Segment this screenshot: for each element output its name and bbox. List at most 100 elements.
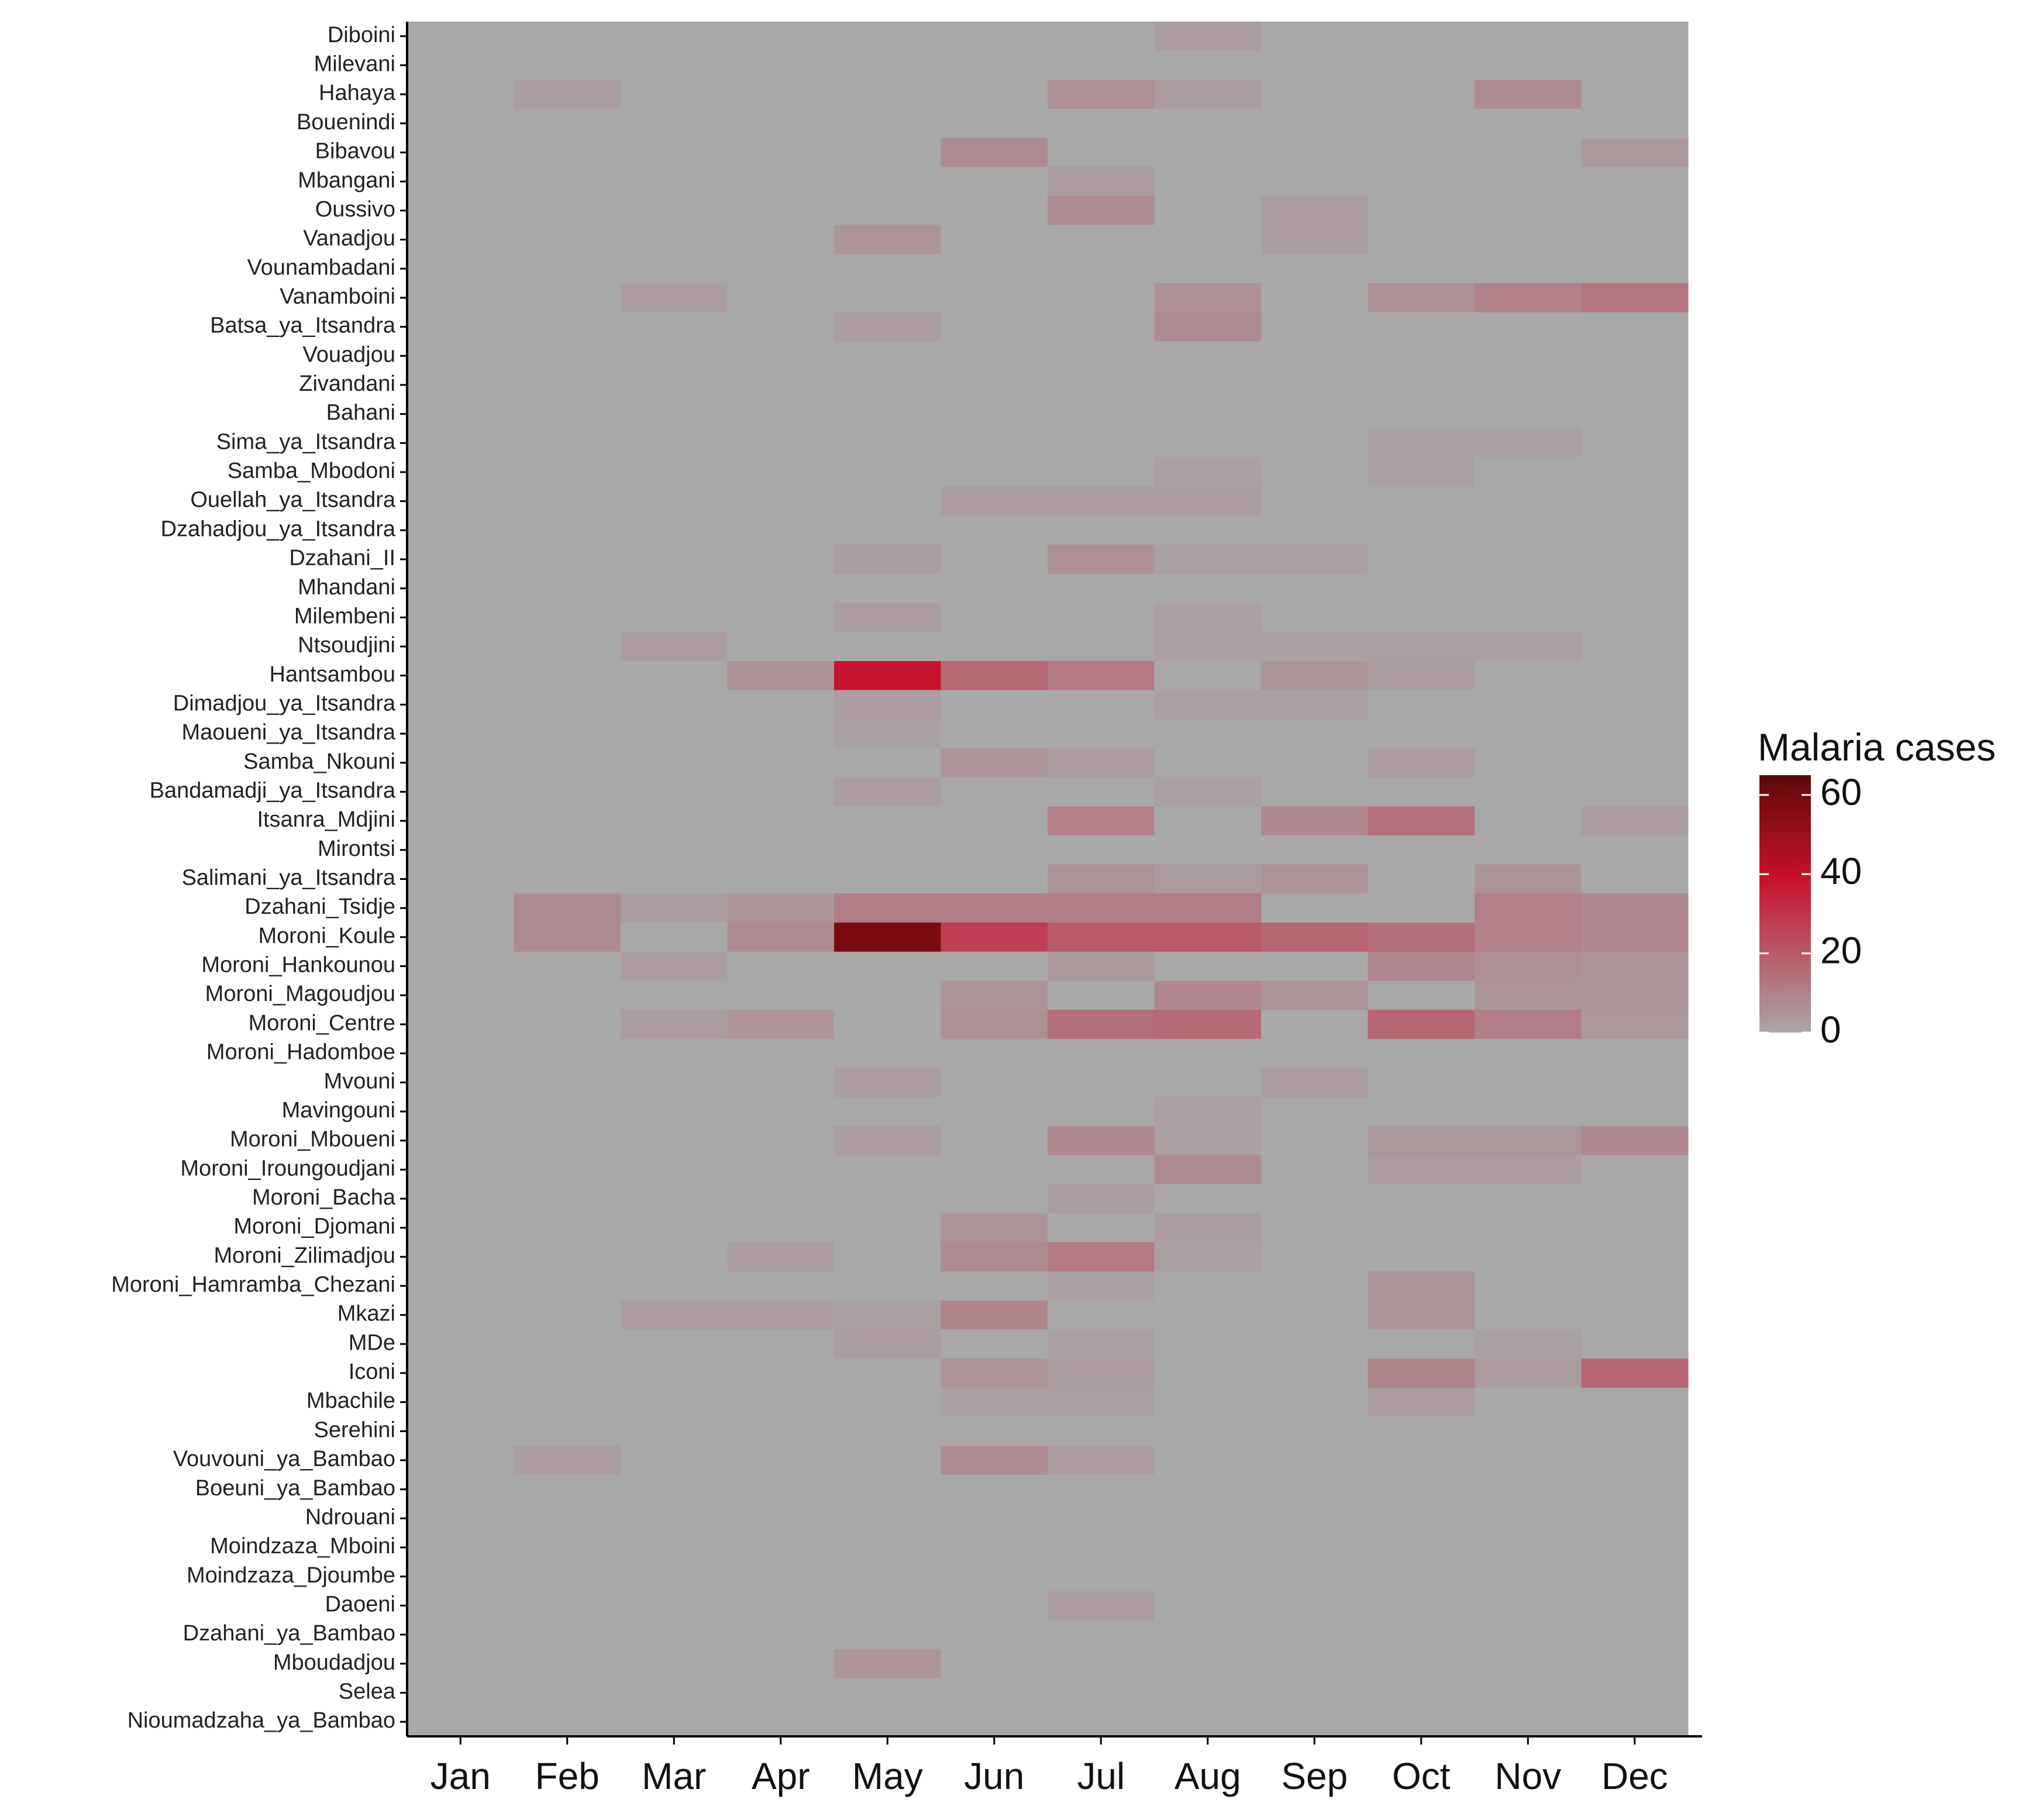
heatmap-cell <box>1475 690 1582 720</box>
heatmap-cell <box>1261 835 1369 865</box>
heatmap-cell <box>1368 1242 1475 1272</box>
heatmap-cell <box>621 312 728 342</box>
heatmap-cell <box>407 893 515 923</box>
y-tick-label: Boeuni_ya_Bambao <box>195 1476 395 1501</box>
heatmap-cell <box>1581 660 1689 691</box>
heatmap-cell <box>1475 1504 1582 1533</box>
heatmap-cell <box>834 603 942 632</box>
y-tick-label: Moroni_Zilimadjou <box>214 1243 395 1268</box>
y-tick-label: Bibavou <box>315 139 395 164</box>
heatmap-cell <box>514 545 621 574</box>
heatmap-cell <box>514 1155 621 1185</box>
heatmap-cell <box>834 22 942 51</box>
heatmap-cell <box>1368 1155 1475 1185</box>
heatmap-cell <box>1154 283 1262 313</box>
heatmap-cell <box>621 1038 728 1069</box>
heatmap-cell <box>621 80 728 109</box>
heatmap-cell <box>514 370 621 400</box>
heatmap-cell <box>941 1358 1048 1388</box>
heatmap-cell <box>1154 1038 1262 1069</box>
heatmap-cell <box>1154 1591 1262 1621</box>
heatmap-cell <box>1581 312 1689 342</box>
heatmap-cell <box>407 632 515 662</box>
heatmap-cell <box>941 370 1048 400</box>
heatmap-cell <box>941 690 1048 720</box>
heatmap-cell <box>514 719 621 749</box>
heatmap-cell <box>1368 893 1475 923</box>
heatmap-cell <box>514 1591 621 1621</box>
heatmap-cell <box>1261 1184 1369 1214</box>
heatmap-cell <box>1261 137 1369 167</box>
heatmap-cell <box>621 457 728 487</box>
heatmap-cell <box>1154 719 1262 749</box>
heatmap-cell <box>1581 1591 1689 1621</box>
heatmap-cell <box>727 893 835 923</box>
y-tick-label: Dzahadjou_ya_Itsandra <box>161 517 396 541</box>
heatmap-cell <box>407 50 515 80</box>
y-tick-label: Moroni_Magoudjou <box>205 982 395 1006</box>
heatmap-cell <box>1048 1678 1155 1708</box>
heatmap-cell <box>1368 1300 1475 1330</box>
heatmap-cell <box>1475 370 1582 400</box>
heatmap-cell <box>727 80 835 109</box>
heatmap-cell <box>1048 1591 1155 1621</box>
y-tick-label: Mbachile <box>306 1389 395 1413</box>
heatmap-cell <box>407 1620 515 1650</box>
heatmap-cell <box>1261 22 1369 51</box>
heatmap-cell <box>941 254 1048 284</box>
heatmap-cell <box>514 1271 621 1301</box>
y-tick-label: Nioumadzaha_ya_Bambao <box>128 1708 395 1733</box>
x-tick-label: Mar <box>642 1755 706 1797</box>
heatmap-cell <box>407 1126 515 1156</box>
heatmap-cell <box>1475 1358 1582 1388</box>
heatmap-cell <box>1581 1649 1689 1679</box>
heatmap-cell <box>1581 515 1689 545</box>
heatmap-cell <box>1261 167 1369 197</box>
heatmap-cell <box>1048 719 1155 749</box>
heatmap-cell <box>1261 283 1369 313</box>
heatmap-cell <box>727 719 835 749</box>
heatmap-cell <box>941 980 1048 1010</box>
heatmap-cell <box>727 254 835 284</box>
heatmap-cell <box>1261 1416 1369 1446</box>
heatmap-cell <box>1261 545 1369 574</box>
heatmap-cell <box>1581 980 1689 1010</box>
heatmap-cell <box>834 1474 942 1505</box>
heatmap-cell <box>1581 22 1689 51</box>
heatmap-cell <box>1475 283 1582 313</box>
y-tick-label: Moroni_Hamramba_Chezani <box>111 1272 395 1297</box>
heatmap-cell <box>1048 1474 1155 1505</box>
heatmap-cell <box>1154 1068 1262 1097</box>
heatmap-cell <box>621 254 728 284</box>
heatmap-cell <box>407 428 515 458</box>
y-tick-label: Sima_ya_Itsandra <box>216 429 396 454</box>
heatmap-cell <box>1368 748 1475 778</box>
heatmap-cell <box>1368 1533 1475 1563</box>
heatmap-cell <box>1048 1416 1155 1446</box>
heatmap-cell <box>1048 806 1155 836</box>
legend-colorbar <box>1759 775 1811 1033</box>
heatmap-cell <box>1048 1155 1155 1185</box>
heatmap-cell <box>1261 1533 1369 1563</box>
y-tick-label: Moroni_Bacha <box>252 1185 396 1210</box>
heatmap-cell <box>514 1068 621 1097</box>
heatmap-cell <box>834 951 942 981</box>
heatmap-cell <box>621 1504 728 1533</box>
heatmap-cell <box>621 1561 728 1592</box>
heatmap-cell <box>407 1184 515 1214</box>
heatmap-cell <box>1154 1242 1262 1272</box>
heatmap-cell <box>407 22 515 51</box>
heatmap-cell <box>1048 22 1155 51</box>
heatmap-cell <box>1261 312 1369 342</box>
x-tick-label: Nov <box>1494 1755 1561 1797</box>
heatmap-cell <box>1154 312 1262 342</box>
heatmap-cell <box>1368 719 1475 749</box>
heatmap-cell <box>621 777 728 807</box>
heatmap-cell <box>834 893 942 923</box>
heatmap-cell <box>1048 1504 1155 1533</box>
heatmap-cell <box>941 457 1048 487</box>
heatmap-cell <box>727 1416 835 1446</box>
heatmap-cell <box>1048 196 1155 226</box>
heatmap-cell <box>941 399 1048 429</box>
heatmap-cell <box>1581 1300 1689 1330</box>
